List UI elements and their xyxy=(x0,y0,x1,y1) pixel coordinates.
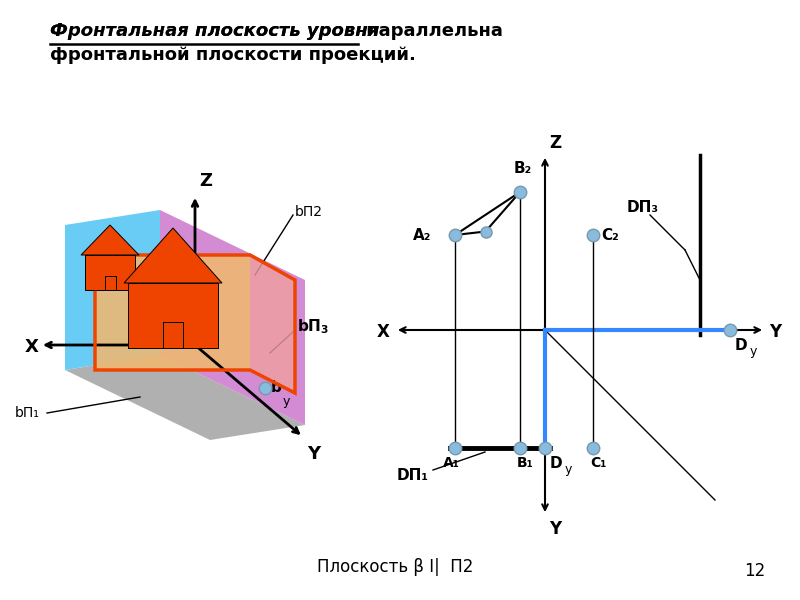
Text: Y: Y xyxy=(769,323,781,341)
Text: bП2: bП2 xyxy=(295,205,323,219)
Text: DП₃: DП₃ xyxy=(627,200,659,215)
Text: A₁: A₁ xyxy=(443,456,460,470)
Polygon shape xyxy=(128,283,218,348)
Polygon shape xyxy=(124,228,222,283)
Text: Фронтальная плоскость уровня: Фронтальная плоскость уровня xyxy=(50,22,379,40)
Text: A₂: A₂ xyxy=(413,227,431,242)
Polygon shape xyxy=(250,255,295,393)
Text: B₂: B₂ xyxy=(514,161,532,176)
Text: фронтальной плоскости проекций.: фронтальной плоскости проекций. xyxy=(50,46,416,64)
Text: C₁: C₁ xyxy=(590,456,606,470)
Text: D: D xyxy=(735,338,748,353)
Polygon shape xyxy=(105,276,115,290)
Polygon shape xyxy=(160,210,305,425)
Polygon shape xyxy=(81,225,139,255)
Polygon shape xyxy=(95,255,250,370)
Text: Плоскость β I|  Π2: Плоскость β I| Π2 xyxy=(317,558,473,576)
Polygon shape xyxy=(163,322,183,348)
Text: y: y xyxy=(750,345,758,358)
Text: y: y xyxy=(565,463,572,476)
Text: Фронтальная плоскость уровня: Фронтальная плоскость уровня xyxy=(50,22,379,40)
Text: B₁: B₁ xyxy=(517,456,534,470)
Text: Z: Z xyxy=(199,172,212,190)
Text: X: X xyxy=(25,338,39,356)
Text: X: X xyxy=(377,323,390,341)
Text: параллельна: параллельна xyxy=(360,22,503,40)
Text: y: y xyxy=(283,395,290,408)
Text: bП₁: bП₁ xyxy=(15,406,40,420)
Text: D: D xyxy=(550,456,562,471)
Text: параллельна: параллельна xyxy=(50,22,193,40)
Text: $\mathbf{b}$: $\mathbf{b}$ xyxy=(270,379,282,395)
Text: DП₁: DП₁ xyxy=(397,468,429,483)
Polygon shape xyxy=(85,255,135,290)
Polygon shape xyxy=(65,355,305,440)
Text: 12: 12 xyxy=(744,562,766,580)
Text: C₂: C₂ xyxy=(601,227,618,242)
Text: Z: Z xyxy=(549,134,561,152)
Text: Y: Y xyxy=(307,445,320,463)
Polygon shape xyxy=(65,210,160,370)
Text: $\mathbf{bП_3}$: $\mathbf{bП_3}$ xyxy=(297,317,330,337)
Text: Y: Y xyxy=(549,520,561,538)
